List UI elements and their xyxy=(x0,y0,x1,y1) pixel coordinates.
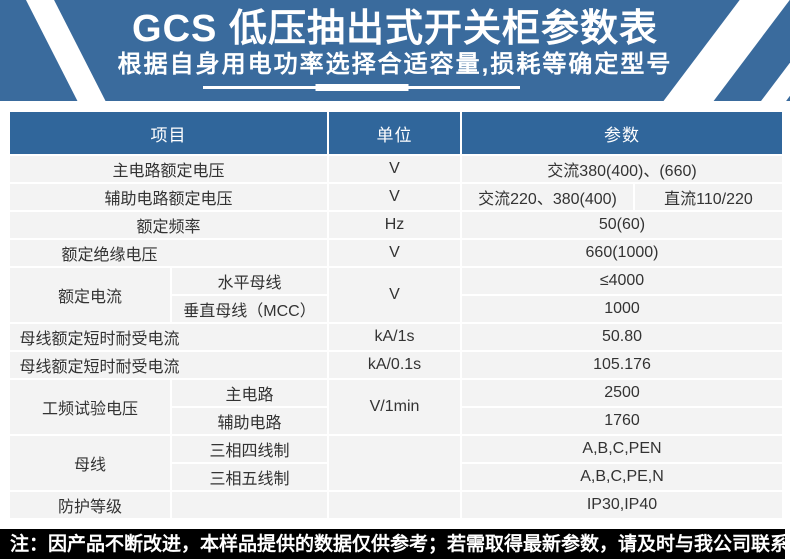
page-title: GCS 低压抽出式开关柜参数表 xyxy=(132,8,658,50)
unit-cell: Hz xyxy=(327,210,462,240)
unit-cell: V/1min xyxy=(327,378,462,436)
item-cell: 主电路额定电压 xyxy=(8,154,329,184)
item-cell: 额定频率 xyxy=(8,210,329,240)
table-row: 母线额定短时耐受电流 kA/1s 50.80 xyxy=(8,322,784,352)
param-cell: 50(60) xyxy=(460,210,784,240)
table-row: 三相五线制 A,B,C,PE,N xyxy=(9,462,784,492)
param-cell: 1000 xyxy=(460,294,784,324)
unit-cell: V xyxy=(327,266,462,324)
page-subtitle: 根据自身用电功率选择合适容量,损耗等确定型号 xyxy=(117,51,673,78)
column-header-unit: 单位 xyxy=(327,110,462,156)
banner: GCS 低压抽出式开关柜参数表 根据自身用电功率选择合适容量,损耗等确定型号 xyxy=(0,0,790,101)
param-cell: 交流220、380(400) xyxy=(460,182,635,212)
empty-sub-cell xyxy=(170,490,329,520)
unit-cell: kA/1s xyxy=(327,322,462,352)
footer-note-bar: 注：因产品不断改进，本样品提供的数据仅供参考；若需取得最新参数，请及时与我公司联… xyxy=(0,529,785,559)
table-row: 母线 三相四线制 A,B,C,PEN xyxy=(8,434,784,492)
table-row: 额定绝缘电压 V 660(1000) xyxy=(8,238,784,268)
unit-cell xyxy=(327,490,462,520)
table-row: 防护等级 IP30,IP40 xyxy=(8,490,784,520)
param-cell: ≤4000 xyxy=(460,266,784,296)
subtitle-underline xyxy=(203,84,520,91)
parameter-table: 项目 单位 参数 主电路额定电压 V 交流380(400)、(660) 辅助电路… xyxy=(8,110,784,520)
table-row: 母线额定短时耐受电流 kA/0.1s 105.176 xyxy=(8,350,784,380)
unit-cell xyxy=(327,434,462,492)
table-header-row: 项目 单位 参数 xyxy=(8,110,784,156)
column-header-item: 项目 xyxy=(8,110,329,156)
table-row: 辅助电路额定电压 V 交流220、380(400) 直流110/220 xyxy=(8,182,784,212)
table-row: 额定频率 Hz 50(60) xyxy=(8,210,784,240)
group-label-cell: 额定电流 xyxy=(8,266,172,324)
sub-item-cell: 辅助电路 xyxy=(170,406,329,436)
item-cell: 母线额定短时耐受电流 xyxy=(8,322,329,352)
item-cell: 母线额定短时耐受电流 xyxy=(8,350,329,380)
item-cell: 辅助电路额定电压 xyxy=(8,182,329,212)
sub-item-cell: 水平母线 xyxy=(170,266,329,296)
group-label-cell: 母线 xyxy=(8,434,172,492)
unit-cell: kA/0.1s xyxy=(327,350,462,380)
unit-cell: V xyxy=(327,238,462,268)
group-label-cell: 工频试验电压 xyxy=(8,378,172,436)
param-cell: A,B,C,PE,N xyxy=(460,462,784,492)
footer-note-text: 注：因产品不断改进，本样品提供的数据仅供参考；若需取得最新参数，请及时与我公司联… xyxy=(10,534,785,555)
table-row: 工频试验电压 主电路 V/1min 2500 xyxy=(8,378,784,436)
param-cell: 105.176 xyxy=(460,350,784,380)
sub-item-cell: 三相五线制 xyxy=(170,462,329,492)
table-row: 辅助电路 1760 xyxy=(9,406,784,436)
item-cell: 额定绝缘电压 xyxy=(8,238,329,268)
sub-item-cell: 垂直母线（MCC） xyxy=(170,294,329,324)
sub-item-cell: 三相四线制 xyxy=(170,434,329,464)
param-cell: 1760 xyxy=(460,406,784,436)
param-cell: 50.80 xyxy=(460,322,784,352)
sub-item-cell: 主电路 xyxy=(170,378,329,408)
unit-cell: V xyxy=(327,182,462,212)
column-header-param: 参数 xyxy=(460,110,784,156)
table-row: 垂直母线（MCC） 1000 xyxy=(9,294,784,324)
param-cell-2: 直流110/220 xyxy=(633,182,784,212)
table-row: 主电路额定电压 V 交流380(400)、(660) xyxy=(8,154,784,184)
param-cell: 2500 xyxy=(460,378,784,408)
param-cell: 交流380(400)、(660) xyxy=(460,154,784,184)
param-cell: A,B,C,PEN xyxy=(460,434,784,464)
item-cell: 防护等级 xyxy=(8,490,172,520)
param-cell: IP30,IP40 xyxy=(460,490,784,520)
table-row: 额定电流 水平母线 V ≤4000 xyxy=(8,266,784,324)
unit-cell: V xyxy=(327,154,462,184)
param-cell: 660(1000) xyxy=(460,238,784,268)
